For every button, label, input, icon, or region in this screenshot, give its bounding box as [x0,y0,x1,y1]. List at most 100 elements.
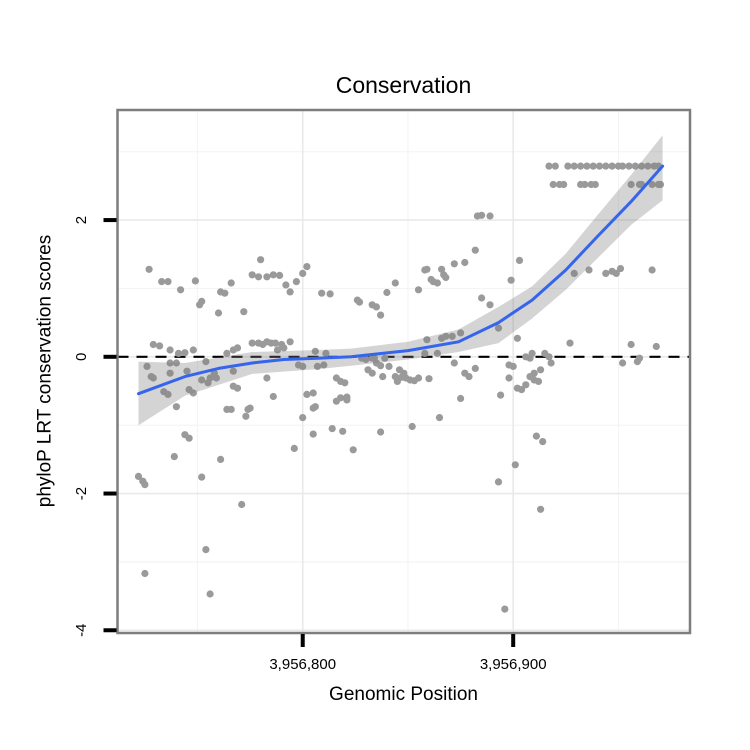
scatter-point [166,369,174,377]
scatter-point [263,374,271,382]
scatter-point [635,354,644,362]
scatter-point [227,279,235,287]
scatter-point [269,271,277,279]
scatter-point [233,344,242,352]
scatter-point [433,349,441,357]
chart-title: Conservation [335,72,472,98]
scatter-point [198,376,206,384]
scatter-point [423,265,431,273]
scatter-point [177,286,185,294]
scatter-point [560,180,568,189]
scatter-point [202,358,210,366]
scatter-point [185,434,193,442]
scatter-point [341,379,349,387]
scatter-point [534,377,543,385]
scatter-point [183,367,191,375]
scatter-point [299,414,307,422]
x-tick-label: 3,956,900 [480,656,547,673]
scatter-point [457,329,465,337]
y-tick-label: -4 [73,624,90,637]
scatter-point [616,265,625,273]
scatter-point [212,374,220,382]
scatter-point [383,288,391,297]
scatter-point [379,373,387,381]
scatter-point [282,281,290,289]
scatter-point [189,389,197,397]
scatter-point [309,389,317,397]
scatter-point [518,386,526,394]
scatter-point [198,297,206,305]
scatter-point [164,278,172,286]
scatter-point [299,362,307,370]
scatter-point [254,273,263,281]
scatter-point [313,362,322,370]
scatter-point [570,162,578,170]
scatter-point [442,332,450,340]
scatter-point [303,390,311,398]
scatter-point [585,266,593,274]
scatter-point [625,162,633,170]
scatter-point [311,347,319,355]
scatter-point [595,162,604,170]
scatter-point [433,279,441,287]
scatter-point [134,472,143,480]
scatter-point [271,339,279,347]
panel-border [116,108,692,635]
scatter-point [240,308,248,316]
scatter-point [505,374,513,382]
scatter-point [619,359,627,367]
scatter-point [377,311,385,319]
scatter-point [223,349,231,357]
scatter-point [328,425,336,433]
scatter-point [349,446,357,454]
scatter-point [145,265,153,273]
y-tick-label: 2 [73,216,90,224]
scatter-point [532,432,541,440]
scatter-point [362,355,370,364]
scatter-point [339,427,347,435]
scatter-point [537,366,545,374]
scatter-point [164,390,172,398]
scatter-point [391,373,399,381]
scatter-point [457,394,465,403]
scatter-point [408,422,416,431]
scatter-point [276,271,284,279]
scatter-point [528,349,536,357]
scatter-point [141,569,149,578]
scatter-point [257,256,265,264]
scatter-point [141,481,149,489]
scatter-point [280,344,288,352]
scatter-point [191,277,199,285]
scatter-point [501,605,509,613]
scatter-point [263,273,271,281]
scatter-point [509,362,517,370]
scatter-point [648,266,656,274]
y-tick-label: -2 [73,487,90,500]
scatter-point [478,211,486,219]
scatter-point [286,338,294,346]
scatter-point [450,260,458,268]
scatter-point [450,359,458,367]
scatter-point [149,374,157,382]
scatter-point [242,412,250,420]
scatter-point [581,180,589,189]
scatter-point [233,384,242,392]
scatter-point [238,500,246,509]
scatter-point [656,180,665,189]
scatter-point [652,342,660,351]
scatter-point [414,286,423,294]
scatter-point [461,258,469,267]
scatter-point [619,162,627,170]
scatter-point [627,180,635,189]
scatter-point [471,246,479,254]
y-tick-label: 0 [73,353,90,361]
scatter-point [269,392,277,401]
scatter-point [435,414,444,422]
scatter-point [214,309,223,317]
scatter-point [343,396,351,404]
scatter-point [448,332,456,340]
scatter-point [507,276,515,284]
x-tick-label: 3,956,800 [269,656,336,673]
scatter-point [537,505,545,513]
scatter-point [299,269,307,277]
